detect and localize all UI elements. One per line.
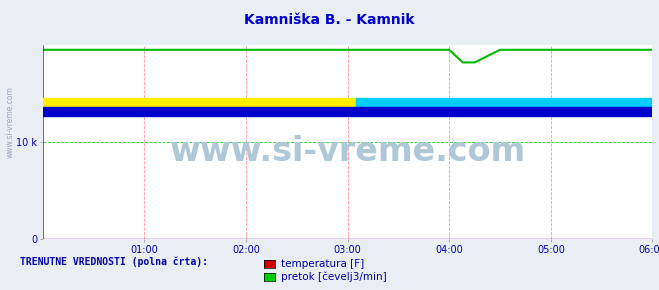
Text: www.si-vreme.com: www.si-vreme.com — [169, 135, 526, 168]
Text: pretok [čevelj3/min]: pretok [čevelj3/min] — [281, 272, 386, 282]
Bar — [356, 98, 659, 107]
Bar — [0, 107, 659, 116]
Text: temperatura [F]: temperatura [F] — [281, 259, 364, 269]
Text: Kamniška B. - Kamnik: Kamniška B. - Kamnik — [244, 13, 415, 27]
Text: TRENUTNE VREDNOSTI (polna črta):: TRENUTNE VREDNOSTI (polna črta): — [20, 257, 208, 267]
Bar — [0, 98, 356, 107]
Text: www.si-vreme.com: www.si-vreme.com — [5, 86, 14, 158]
